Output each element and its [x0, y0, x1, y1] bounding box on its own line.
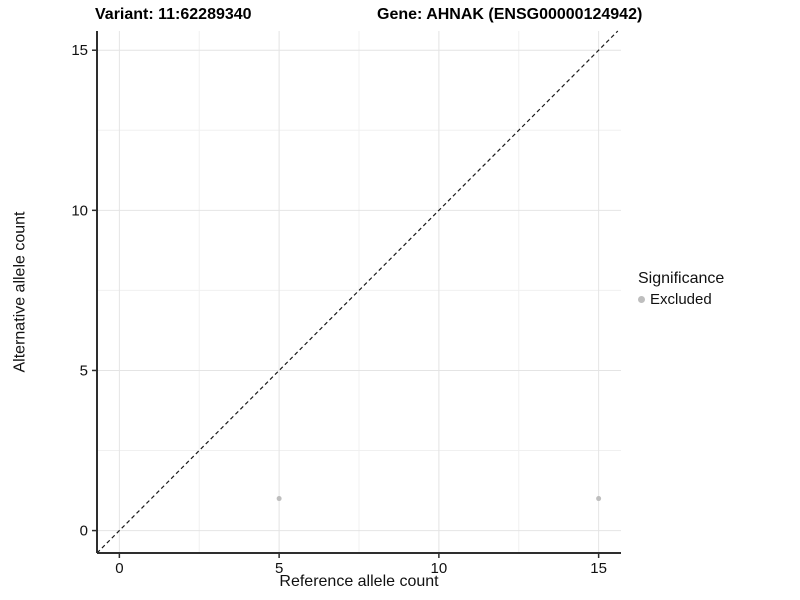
legend: Significance Excluded [638, 270, 724, 308]
data-point [276, 496, 282, 502]
legend-title: Significance [638, 270, 725, 287]
y-tick-label: 0 [80, 523, 88, 540]
legend-point-marker-icon [638, 296, 645, 303]
y-axis-title: Alternative allele count [11, 211, 29, 373]
x-tick-label: 10 [431, 560, 448, 577]
gene-title: Gene: AHNAK (ENSG00000124942) [377, 6, 643, 23]
data-point [596, 496, 602, 502]
x-tick-label: 15 [590, 560, 607, 577]
y-tick-label: 10 [71, 202, 88, 219]
y-axis-title-box: Alternative allele count [0, 31, 40, 553]
legend-item-excluded: Excluded [638, 291, 724, 308]
x-tick-label: 5 [275, 560, 283, 577]
x-axis-title: Reference allele count [279, 573, 439, 590]
y-tick-label: 5 [80, 362, 88, 379]
identity-line [96, 30, 619, 554]
legend-item-label: Excluded [650, 291, 712, 308]
x-tick-label: 0 [115, 560, 123, 577]
variant-title: Variant: 11:62289340 [95, 6, 252, 23]
y-tick-label: 15 [71, 42, 88, 59]
